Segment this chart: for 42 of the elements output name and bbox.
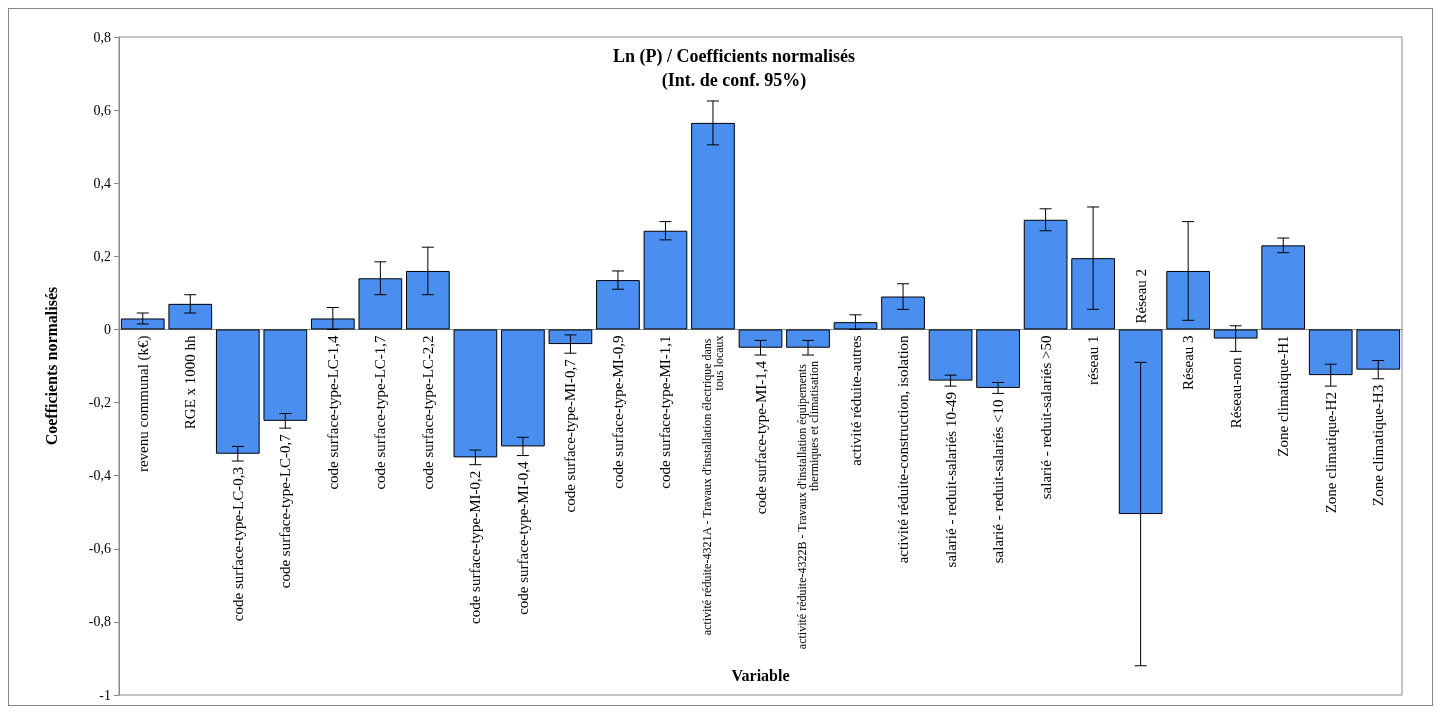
- y-tick-label: 0: [104, 321, 111, 337]
- y-tick-label: -0,2: [88, 395, 111, 411]
- x-tick-label: code surface-type-MI-0,4: [514, 461, 531, 615]
- x-tick-label: salarié - reduit-salariés <10: [990, 399, 1007, 564]
- x-tick-label: RGE x 1000 hh: [182, 334, 199, 430]
- y-tick-label: 0,8: [93, 29, 111, 45]
- x-tick-label: salarié - reduit-salariés 10-49: [942, 392, 959, 568]
- x-tick-label: Réseau-non: [1227, 356, 1244, 429]
- x-tick-label: activité réduite-4322B - Travaux d'installation équipements thermiques et climatisation: [795, 361, 822, 650]
- x-tick-label: code surface-type-LC-0,3: [229, 467, 246, 622]
- x-tick-label: Zone climatique-H2: [1322, 392, 1339, 514]
- x-tick-label: activité réduite-autres: [847, 335, 864, 466]
- x-tick-label: code surface-type-LC-2,2: [419, 335, 436, 490]
- x-tick-label: code surface-type-MI-0,2: [467, 470, 484, 624]
- x-tick-label: code surface-type-MI-0,9: [609, 335, 626, 489]
- x-tick-label: code surface-type-MI-1,4: [752, 360, 769, 515]
- x-tick-label: Zone climatique-H1: [1275, 335, 1292, 457]
- bar: [120, 318, 165, 330]
- x-tick-label: Réseau 2: [1132, 268, 1149, 324]
- y-tick-label: -0,4: [88, 468, 111, 484]
- x-tick-label: code surface-type-MI-1,1: [657, 335, 674, 489]
- x-tick-label: revenu communal (k€): [134, 335, 152, 473]
- x-tick-label: Zone climatique-H3: [1370, 384, 1387, 507]
- x-tick-label: Réseau 3: [1180, 335, 1197, 391]
- y-axis-title: Coefficients normalisés: [42, 286, 60, 446]
- x-tick-label: code surface-type-LC-1,7: [372, 334, 389, 490]
- y-tick-label: 0,4: [93, 175, 111, 191]
- x-tick-label: salarié - reduit-salariés >50: [1037, 335, 1054, 500]
- y-tick-label: -0,8: [88, 614, 111, 630]
- y-tick-label: 0,2: [93, 248, 111, 264]
- x-tick-label: activité réduite-construction, isolation: [895, 334, 912, 564]
- x-axis-title: Variable: [731, 666, 790, 684]
- x-tick-label: code surface-type-LC-1,4: [324, 334, 341, 490]
- x-tick-label: code surface-type-MI-0,7: [562, 358, 579, 513]
- y-tick-label: -0,6: [88, 541, 111, 557]
- x-tick-label: code surface-type-LC-0,7: [277, 433, 294, 589]
- y-tick-label: -1: [99, 687, 111, 703]
- x-tick-label: réseau 1: [1085, 335, 1102, 386]
- x-tick-label: activité réduite-4321A - Travaux d'installation électrique dans tous locaux: [699, 335, 726, 636]
- text: Ln (P) / Coefficients normalisés (Int. de conf. 95%): [613, 46, 855, 91]
- y-tick-label: 0,6: [93, 102, 111, 118]
- bar: [928, 329, 973, 381]
